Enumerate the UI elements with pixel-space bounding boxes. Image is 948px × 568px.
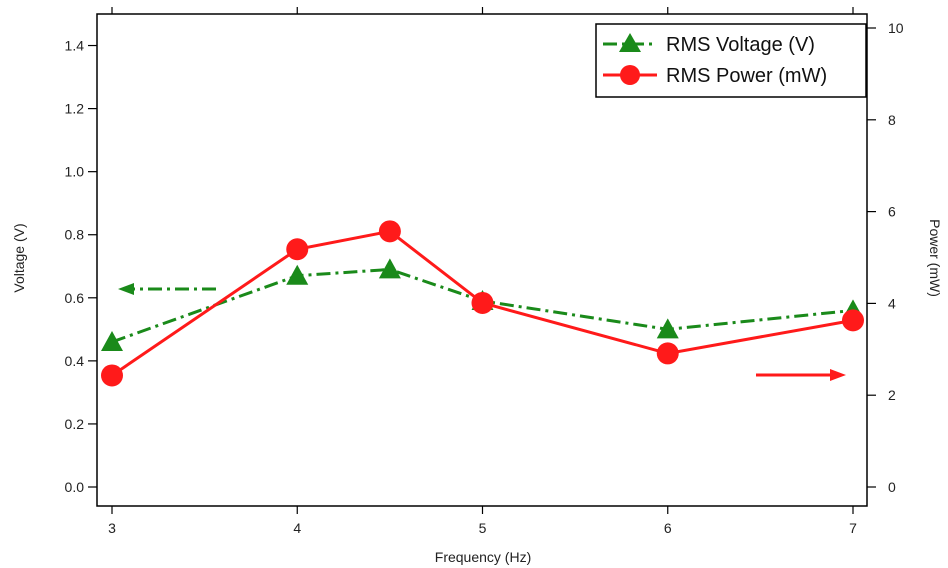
x-axis-label: Frequency (Hz) <box>435 549 531 565</box>
legend-box <box>595 23 867 98</box>
legend: RMS Voltage (V) RMS Power (mW) <box>595 23 867 98</box>
y-right-tick-label: 0 <box>888 479 896 495</box>
y-right-tick-label: 2 <box>888 387 896 403</box>
voltage-point <box>286 264 309 285</box>
y-left-tick-label: 0.4 <box>65 353 85 369</box>
x-tick-label: 4 <box>293 520 301 536</box>
x-tick-label: 7 <box>849 520 857 536</box>
y-right-tick-label: 10 <box>888 20 904 36</box>
y-right-tick-label: 4 <box>888 295 896 311</box>
power-point <box>471 291 494 314</box>
y-left-tick-label: 0.0 <box>65 479 85 495</box>
y-right-tick-label: 8 <box>888 112 896 128</box>
left-axis-arrowhead <box>118 283 134 295</box>
legend-marker-voltage <box>619 33 641 52</box>
power-point <box>842 309 864 332</box>
x-tick-label: 5 <box>479 520 487 536</box>
y-left-tick-label: 0.2 <box>65 416 85 432</box>
legend-marker-power <box>620 65 640 85</box>
power-point <box>286 238 309 261</box>
y-left-tick-label: 1.0 <box>65 164 85 180</box>
voltage-series-line <box>111 267 854 344</box>
y-left-tick-label: 0.6 <box>65 290 85 306</box>
voltage-point <box>101 330 123 351</box>
power-series-line <box>111 229 854 377</box>
voltage-point <box>656 318 679 339</box>
x-tick-label: 6 <box>664 520 672 536</box>
legend-label-voltage: RMS Voltage (V) <box>666 34 815 56</box>
power-point <box>378 220 401 243</box>
y-left-tick-label: 1.2 <box>65 101 85 117</box>
y-axis-left-label: Voltage (V) <box>11 223 27 292</box>
y-right-tick-label: 6 <box>888 204 896 220</box>
x-tick-label: 3 <box>108 520 116 536</box>
legend-label-power: RMS Power (mW) <box>666 65 827 87</box>
y-axis-right-label: Power (mW) <box>927 219 943 297</box>
voltage-point <box>378 258 401 279</box>
y-left-tick-label: 1.4 <box>65 38 85 54</box>
power-point <box>656 342 679 365</box>
y-left-tick-label: 0.8 <box>65 227 85 243</box>
right-axis-arrowhead <box>830 369 846 381</box>
power-point <box>101 364 123 387</box>
